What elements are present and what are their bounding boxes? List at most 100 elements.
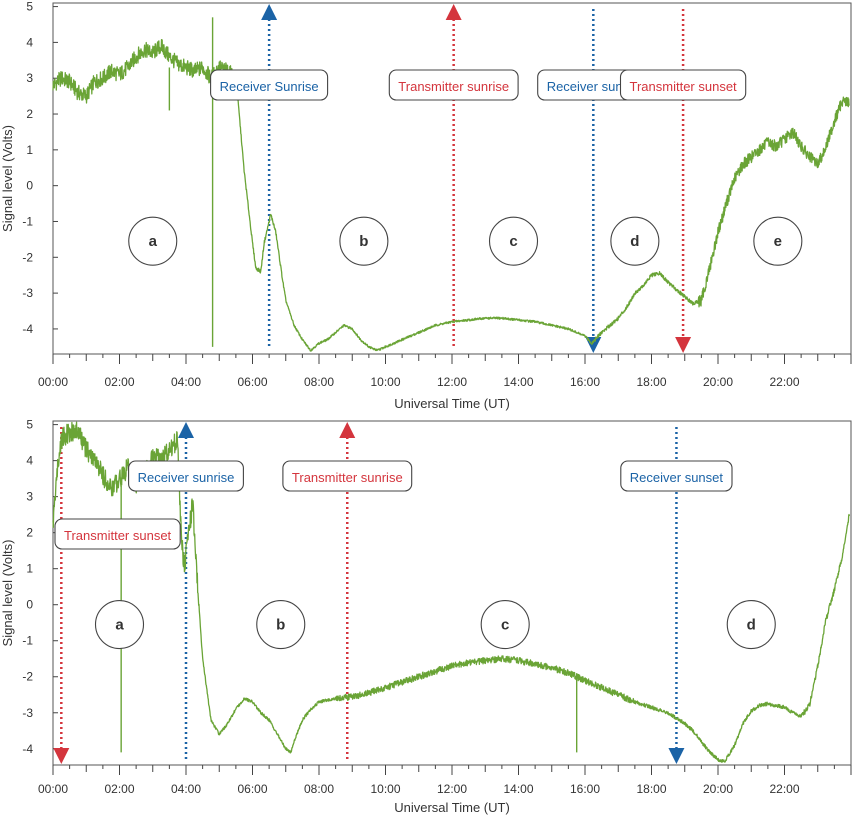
region-label: c	[501, 617, 509, 634]
y-tick-label: 1	[26, 143, 33, 157]
marker-label: Transmitter sunset	[619, 69, 747, 101]
y-axis-title: Signal level (Volts)	[0, 540, 15, 647]
region-label: b	[359, 233, 368, 250]
region-label: d	[747, 617, 756, 634]
chart-top: -4 -3 -2 -1 0 1 2 3 4 5 00:00 02:00 04:00 06:00 08:00 1…	[0, 0, 852, 411]
x-tick-label: 08:00	[304, 782, 334, 796]
x-tick-label: 16:00	[570, 375, 600, 389]
marker-arrow-up-icon	[339, 422, 356, 438]
marker-label: Receiver sunset	[620, 460, 733, 492]
marker-label-box	[54, 518, 181, 550]
marker-label-text: Transmitter sunrise	[292, 470, 403, 485]
y-tick-label: 4	[26, 454, 33, 468]
y-tick-label: 4	[26, 35, 33, 49]
marker-arrow-up-icon	[178, 422, 194, 438]
marker-label-text: Transmitter sunset	[64, 528, 172, 543]
x-tick-label: 20:00	[703, 375, 733, 389]
x-tick-label: 10:00	[370, 375, 400, 389]
x-tick-label: 14:00	[503, 782, 533, 796]
marker-label-box	[210, 69, 329, 101]
region-label: e	[774, 233, 782, 250]
chart-bottom: -4 -3 -2 -1 0 1 2 3 4 5 00:00 02:00 04:00 06:00 08:00 1…	[0, 418, 852, 815]
x-axis-title: Universal Time (UT)	[394, 396, 510, 411]
y-tick-label: 0	[26, 179, 33, 193]
marker-label-box	[388, 69, 519, 101]
region-circle	[753, 216, 803, 266]
y-tick-label: 1	[26, 562, 33, 576]
y-tick-label: 2	[26, 107, 33, 121]
series-line	[52, 39, 850, 352]
y-tick-label: -2	[22, 250, 33, 264]
marker-label-text: Transmitter sunset	[630, 79, 738, 94]
region-label: c	[509, 233, 517, 250]
marker-arrow-down-icon	[53, 748, 70, 764]
region-circle	[726, 599, 776, 650]
marker-label: Receiver sunrise	[128, 460, 244, 492]
y-tick-label: 0	[26, 598, 33, 612]
x-tick-label: 04:00	[171, 782, 201, 796]
x-tick-label: 16:00	[570, 782, 600, 796]
marker-arrow-up-icon	[445, 4, 462, 20]
y-tick-label: 3	[26, 71, 33, 85]
x-tick-label: 20:00	[703, 782, 733, 796]
marker-label-box	[620, 460, 733, 492]
x-tick-label: 10:00	[370, 782, 400, 796]
marker-label-text: Receiver sunset	[547, 79, 641, 94]
marker-label-text: Receiver Sunrise	[220, 79, 319, 94]
x-tick-label: 14:00	[503, 375, 533, 389]
x-tick-label: 00:00	[38, 375, 68, 389]
marker-arrow-down-icon	[668, 748, 685, 764]
x-tick-label: 02:00	[104, 375, 134, 389]
region-circle	[94, 599, 145, 650]
region-circle	[339, 216, 389, 266]
region-label: d	[630, 233, 639, 250]
y-tick-label: -3	[22, 706, 33, 720]
y-tick-label: 2	[26, 526, 33, 540]
y-tick-label: 5	[26, 418, 33, 432]
marker-label-box	[282, 460, 413, 492]
region-label: a	[115, 617, 124, 634]
x-tick-label: 18:00	[636, 782, 666, 796]
marker-label: Receiver Sunrise	[210, 69, 329, 101]
y-tick-label: -4	[22, 742, 33, 756]
x-tick-label: 22:00	[769, 782, 799, 796]
x-tick-label: 08:00	[304, 375, 334, 389]
region-circle	[128, 216, 178, 266]
y-tick-label: -1	[22, 634, 33, 648]
region-label: b	[276, 617, 285, 634]
x-tick-label: 12:00	[437, 782, 467, 796]
y-axis-title: Signal level (Volts)	[0, 125, 15, 232]
region-circle	[480, 599, 530, 650]
region-circle	[610, 216, 660, 266]
x-tick-label: 22:00	[769, 375, 799, 389]
x-tick-label: 00:00	[38, 782, 68, 796]
marker-label-box	[128, 460, 244, 492]
y-tick-label: 5	[26, 0, 33, 14]
marker-label: Transmitter sunset	[54, 518, 181, 550]
x-tick-label: 06:00	[237, 782, 267, 796]
y-tick-label: -1	[22, 214, 33, 228]
x-tick-label: 12:00	[437, 375, 467, 389]
y-tick-label: -2	[22, 670, 33, 684]
region-circle	[488, 216, 539, 266]
marker-label: Transmitter sunrise	[388, 69, 519, 101]
marker-label-box	[619, 69, 747, 101]
marker-arrow-up-icon	[261, 4, 278, 20]
x-tick-label: 02:00	[104, 782, 134, 796]
y-tick-label: 3	[26, 490, 33, 504]
marker-label-text: Transmitter sunrise	[398, 79, 509, 94]
marker-label-text: Receiver sunrise	[138, 470, 235, 485]
marker-arrow-down-icon	[675, 337, 692, 353]
x-tick-label: 18:00	[636, 375, 666, 389]
x-tick-label: 06:00	[237, 375, 267, 389]
y-tick-label: -3	[22, 286, 33, 300]
marker-label: Transmitter sunrise	[282, 460, 413, 492]
y-tick-label: -4	[22, 322, 33, 336]
series-line	[52, 421, 850, 764]
region-circle	[256, 599, 306, 650]
x-tick-label: 04:00	[171, 375, 201, 389]
region-label: a	[149, 233, 158, 250]
x-axis-title: Universal Time (UT)	[394, 800, 510, 815]
marker-label-text: Receiver sunset	[630, 470, 724, 485]
